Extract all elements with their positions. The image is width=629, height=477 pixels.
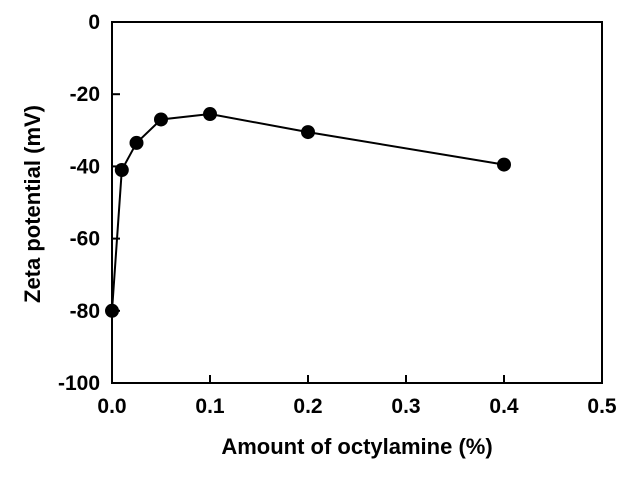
y-tick-label: -20: [70, 83, 100, 106]
axes-layer: [111, 21, 603, 384]
data-point: [129, 135, 144, 150]
ticks-layer: 0.0 0.1 0.2 0.3 0.4 0.5 0 -20 -40 -60 -80 -100: [58, 11, 617, 418]
series-line: [111, 113, 505, 311]
data-point: [497, 157, 511, 172]
y-axis-title: Zeta potential (mV): [20, 105, 45, 303]
y-tick-label: -80: [70, 300, 100, 323]
series-layer: [105, 107, 511, 318]
data-point: [154, 112, 168, 127]
x-tick-label: 0.0: [97, 395, 126, 418]
plot-frame: [111, 21, 603, 384]
x-axis-title: Amount of octylamine (%): [221, 434, 492, 459]
y-tick-label: -100: [58, 372, 100, 395]
data-point: [301, 125, 315, 140]
data-point: [203, 107, 217, 122]
data-point: [105, 303, 119, 318]
y-tick-label: -60: [70, 228, 100, 251]
y-tick-label: 0: [88, 11, 100, 34]
data-point: [114, 163, 129, 178]
x-tick-label: 0.2: [293, 395, 322, 418]
x-tick-label: 0.4: [489, 395, 519, 418]
x-tick-label: 0.1: [195, 395, 225, 418]
y-tick-label: -40: [70, 155, 100, 178]
x-tick-label: 0.5: [587, 395, 617, 418]
x-tick-label: 0.3: [391, 395, 420, 418]
